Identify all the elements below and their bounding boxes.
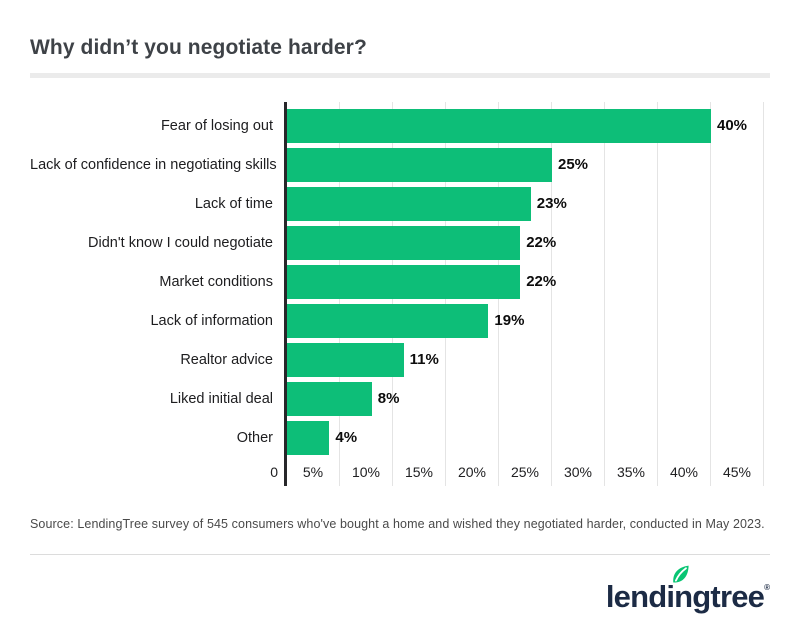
bar bbox=[287, 342, 404, 377]
category-label: Didn't know I could negotiate bbox=[88, 234, 273, 251]
bar bbox=[287, 303, 489, 338]
gridline bbox=[657, 102, 658, 486]
bar-row: Liked initial deal 8% bbox=[30, 379, 770, 418]
logo-wordmark: lendingtree bbox=[605, 579, 765, 614]
category-label: Fear of losing out bbox=[160, 117, 273, 134]
bar-row: Lack of confidence in negotiating skills… bbox=[30, 145, 770, 184]
category-label: Liked initial deal bbox=[169, 390, 273, 407]
horizontal-bar-chart: Fear of losing out 40% Lack of confidence … bbox=[30, 98, 770, 490]
bar-row: Realtor advice 11% bbox=[30, 340, 770, 379]
category-label: Lack of time bbox=[194, 195, 273, 212]
bar bbox=[287, 264, 521, 299]
gridline bbox=[763, 102, 764, 486]
registered-trademark-mark: ® bbox=[764, 583, 770, 592]
category-label: Market conditions bbox=[159, 273, 273, 290]
bar bbox=[287, 147, 552, 182]
bar bbox=[287, 108, 711, 143]
plot-cell: 25% bbox=[287, 147, 770, 182]
category-label: Realtor advice bbox=[180, 351, 273, 368]
value-label: 40% bbox=[717, 117, 748, 134]
value-label: 4% bbox=[335, 429, 358, 446]
y-axis-line bbox=[284, 102, 287, 486]
plot-cell: 23% bbox=[287, 186, 770, 221]
plot-cell: 22% bbox=[287, 264, 770, 299]
bar-rows: Fear of losing out 40% Lack of confidence … bbox=[30, 106, 770, 457]
x-axis-tick-label: 40% bbox=[669, 464, 699, 480]
value-label: 19% bbox=[494, 312, 525, 329]
bar bbox=[287, 420, 330, 455]
plot-cell: 19% bbox=[287, 303, 770, 338]
title-divider bbox=[30, 73, 770, 78]
x-axis-tick-label: 5% bbox=[302, 464, 324, 480]
bar bbox=[287, 186, 531, 221]
x-axis-tick-label: 45% bbox=[722, 464, 752, 480]
plot-cell: 11% bbox=[287, 342, 770, 377]
bar-row: Market conditions 22% bbox=[30, 262, 770, 301]
gridline bbox=[551, 102, 552, 486]
bar-row: Lack of information 19% bbox=[30, 301, 770, 340]
plot-cell: 8% bbox=[287, 381, 770, 416]
x-axis-tick-label: 25% bbox=[510, 464, 540, 480]
page-title: Why didn’t you negotiate harder? bbox=[30, 36, 367, 59]
value-label: 23% bbox=[536, 195, 567, 212]
plot-cell: 40% bbox=[287, 108, 770, 143]
bar-row: Didn't know I could negotiate 22% bbox=[30, 223, 770, 262]
x-axis-tick-label: 15% bbox=[404, 464, 434, 480]
bar-row: Lack of time 23% bbox=[30, 184, 770, 223]
leaf-icon bbox=[672, 565, 689, 583]
value-label: 11% bbox=[409, 351, 439, 368]
gridline bbox=[604, 102, 605, 486]
bar bbox=[287, 225, 521, 260]
source-note: Source: LendingTree survey of 545 consum… bbox=[30, 517, 765, 531]
bar-row: Other 4% bbox=[30, 418, 770, 457]
gridline bbox=[710, 102, 711, 486]
axis-zero-label: 0 bbox=[270, 464, 278, 480]
x-axis-tick-label: 30% bbox=[563, 464, 593, 480]
value-label: 22% bbox=[526, 234, 557, 251]
value-label: 8% bbox=[377, 390, 400, 407]
value-label: 22% bbox=[526, 273, 557, 290]
category-label: Other bbox=[236, 429, 273, 446]
plot-cell: 4% bbox=[287, 420, 770, 455]
bar-row: Fear of losing out 40% bbox=[30, 106, 770, 145]
plot-cell: 22% bbox=[287, 225, 770, 260]
footer-divider bbox=[30, 554, 770, 555]
category-label: Lack of confidence in negotiating skills bbox=[30, 156, 277, 173]
lendingtree-logo: lendingtree® bbox=[605, 565, 770, 614]
value-label: 25% bbox=[558, 156, 589, 173]
x-axis-tick-label: 35% bbox=[616, 464, 646, 480]
x-axis-tick-label: 10% bbox=[351, 464, 381, 480]
category-label: Lack of information bbox=[150, 312, 273, 329]
bar bbox=[287, 381, 372, 416]
footer-logo-row: lendingtree® bbox=[30, 565, 770, 614]
x-axis-tick-label: 20% bbox=[457, 464, 487, 480]
